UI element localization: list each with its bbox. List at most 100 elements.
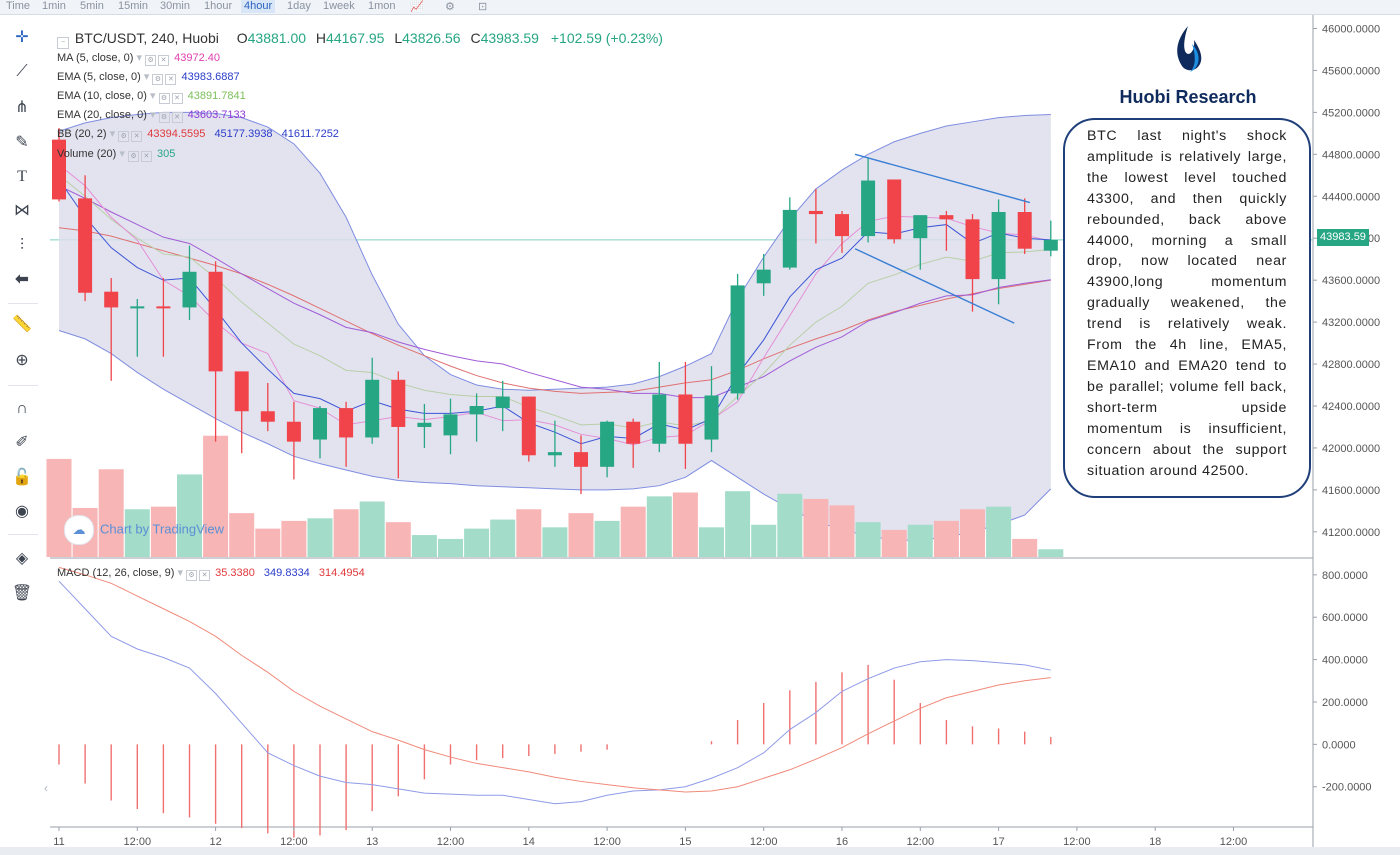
settings-icon[interactable]: ⚙ bbox=[445, 1, 455, 13]
timeframe-15min[interactable]: 15min bbox=[118, 0, 148, 12]
macd-tick-label: 200.0000 bbox=[1322, 697, 1368, 709]
ruler-icon[interactable]: 📏 bbox=[12, 316, 32, 333]
price-tick-label: 45200.0000 bbox=[1322, 107, 1380, 119]
candle-body bbox=[443, 414, 458, 436]
pattern-icon[interactable]: ⋈ bbox=[14, 202, 30, 219]
bottom-scrollbar[interactable] bbox=[0, 847, 1400, 855]
candle-body bbox=[130, 306, 145, 309]
tradingview-watermark[interactable]: ☁ Chart by TradingView bbox=[64, 515, 224, 545]
indicator-macd[interactable]: MACD (12, 26, close, 9) ▾ ⚙ ✕ 35.3380 349… bbox=[57, 567, 365, 581]
volume-bar bbox=[333, 509, 359, 557]
candle bbox=[365, 357, 380, 444]
timeframe-1hour[interactable]: 1hour bbox=[204, 0, 233, 12]
chart-style-icon[interactable]: 📈 bbox=[410, 1, 424, 13]
time-tick-label: 12 bbox=[209, 836, 221, 847]
timeframe-toolbar: Time 1min 5min 15min 30min 1hour 4hour 1… bbox=[0, 0, 1400, 15]
timeframe-5min[interactable]: 5min bbox=[80, 0, 104, 12]
candle bbox=[652, 361, 667, 453]
trend-line-icon[interactable]: ⟋ bbox=[16, 63, 28, 80]
timeframe-30min[interactable]: 30min bbox=[160, 0, 190, 12]
time-tick-label: 18 bbox=[1149, 836, 1161, 847]
huobi-flame-icon bbox=[1177, 26, 1202, 72]
candle-body bbox=[1017, 211, 1032, 249]
trendline bbox=[854, 153, 1031, 204]
timeframe-1week[interactable]: 1week bbox=[323, 0, 355, 12]
candle bbox=[574, 435, 588, 495]
indicator-ema20[interactable]: EMA (20, close, 0) ▾ ⚙ ✕ 43603.7133 bbox=[57, 109, 246, 123]
candle bbox=[913, 215, 928, 270]
brush-icon[interactable]: ✎ bbox=[15, 134, 29, 151]
indicator-ma5[interactable]: MA (5, close, 0) ▾ ⚙ ✕ 43972.40 bbox=[57, 52, 221, 66]
time-tick-label: 16 bbox=[836, 836, 848, 847]
bb-fill bbox=[59, 112, 1051, 541]
collapse-icon[interactable]: − bbox=[57, 37, 69, 49]
time-tick-label: 14 bbox=[523, 836, 535, 847]
close-value: 43983.59 bbox=[480, 30, 539, 46]
candle-body bbox=[286, 421, 301, 442]
text-icon[interactable]: T bbox=[17, 168, 27, 185]
high-value: 44167.95 bbox=[326, 30, 385, 46]
moving-averages bbox=[58, 164, 1051, 446]
volume-bar bbox=[960, 509, 985, 557]
indicator-volume[interactable]: Volume (20) ▾ ⚙ ✕ 305 bbox=[57, 148, 176, 162]
volume-bar bbox=[568, 513, 594, 557]
candle-body bbox=[887, 179, 902, 240]
price-tick-label: 41600.0000 bbox=[1322, 485, 1380, 497]
volume-bar bbox=[829, 505, 855, 557]
timeframe-1min[interactable]: 1min bbox=[42, 0, 66, 12]
crosshair-icon[interactable]: ✛ bbox=[15, 29, 29, 46]
timeframe-1day[interactable]: 1day bbox=[287, 0, 311, 12]
zoom-icon[interactable]: ⊕ bbox=[15, 352, 29, 369]
price-tick-label: 44800.0000 bbox=[1322, 149, 1380, 161]
unlock-icon[interactable]: 🔓 bbox=[12, 469, 32, 486]
volume-bar bbox=[203, 435, 229, 557]
time-tick-label: 11 bbox=[53, 836, 64, 847]
volume-bar bbox=[1038, 549, 1064, 557]
timeframe-4hour[interactable]: 4hour bbox=[241, 0, 276, 13]
axes: 41200.0000 41600.0000 42000.0000 42400.0000… bbox=[53, 23, 1380, 847]
candle-body bbox=[391, 379, 406, 427]
candle bbox=[260, 382, 275, 432]
volume-bar bbox=[986, 506, 1012, 557]
trendlines bbox=[854, 153, 1031, 324]
candle-body bbox=[678, 394, 693, 444]
candle bbox=[417, 403, 432, 448]
candle-body bbox=[78, 198, 93, 293]
indicator-bb[interactable]: BB (20, 2) ▾ ⚙ ✕ 43394.5595 45177.3938 41… bbox=[57, 128, 339, 142]
toolbar-divider bbox=[8, 534, 38, 535]
layers-icon[interactable]: ◈ bbox=[15, 550, 29, 567]
time-tick-label: 15 bbox=[679, 836, 691, 847]
indicator-ema5[interactable]: EMA (5, close, 0) ▾ ⚙ ✕ 43983.6887 bbox=[57, 71, 240, 85]
candle bbox=[52, 128, 66, 202]
trash-icon[interactable]: 🗑 bbox=[11, 585, 33, 602]
timeframe-1mon[interactable]: 1mon bbox=[368, 0, 396, 12]
screenshot-icon[interactable]: ⊡ bbox=[478, 1, 488, 13]
price-tick-label: 43200.0000 bbox=[1322, 317, 1380, 329]
candle-body bbox=[234, 371, 249, 412]
candle-body bbox=[495, 396, 510, 409]
candle bbox=[547, 420, 562, 467]
back-arrow-icon[interactable]: ⬅ bbox=[15, 271, 29, 288]
volume-bar bbox=[281, 520, 307, 557]
time-tick-label: 12:00 bbox=[750, 836, 778, 847]
indicator-ema10[interactable]: EMA (10, close, 0) ▾ ⚙ ✕ 43891.7841 bbox=[57, 90, 246, 104]
candle bbox=[782, 197, 797, 270]
lock-drawing-icon[interactable]: ✐ bbox=[15, 434, 29, 451]
candle-body bbox=[965, 219, 980, 280]
candle bbox=[887, 179, 902, 244]
candle bbox=[835, 210, 849, 253]
timeframe-time[interactable]: Time bbox=[6, 0, 31, 12]
measure-lines-icon[interactable]: ⫶ bbox=[19, 237, 24, 254]
magnet-icon[interactable]: ∩ bbox=[16, 400, 28, 417]
candle-body bbox=[208, 271, 223, 372]
pitchfork-icon[interactable]: ⋔ bbox=[15, 99, 29, 116]
candle bbox=[182, 245, 197, 321]
candle bbox=[78, 175, 93, 302]
candlesticks bbox=[52, 128, 1058, 495]
trendline bbox=[854, 248, 1015, 324]
candle-body bbox=[547, 452, 562, 456]
volume-bar bbox=[933, 520, 959, 557]
candle-body bbox=[913, 215, 928, 239]
price-tick-label: 44400.0000 bbox=[1322, 191, 1380, 203]
eye-icon[interactable]: ◉ bbox=[15, 503, 29, 520]
